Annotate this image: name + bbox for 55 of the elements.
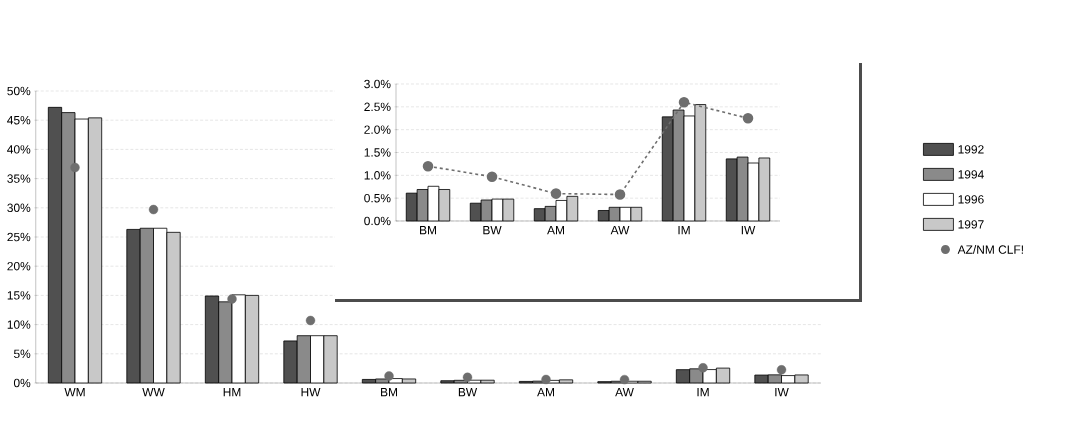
legend-label: 1992 bbox=[958, 145, 984, 154]
y-tick-label: 2.0% bbox=[364, 125, 391, 134]
x-tick-label: AM bbox=[537, 388, 554, 397]
y-tick-label: 0.0% bbox=[364, 216, 391, 226]
x-tick-label: IM bbox=[678, 226, 690, 235]
point bbox=[698, 363, 708, 373]
point bbox=[678, 96, 690, 108]
x-tick-label: BW bbox=[483, 226, 502, 235]
y-tick-label: 0% bbox=[13, 378, 31, 388]
point bbox=[70, 162, 80, 173]
point bbox=[422, 160, 434, 172]
point bbox=[384, 371, 394, 381]
x-tick-label: WW bbox=[142, 388, 165, 397]
x-tick-label: AW bbox=[615, 388, 634, 397]
y-tick-label: 15% bbox=[7, 291, 31, 300]
point bbox=[227, 294, 237, 304]
point bbox=[614, 189, 626, 200]
point bbox=[742, 112, 754, 124]
x-tick-label: HM bbox=[223, 388, 241, 397]
x-tick-label: AW bbox=[610, 226, 630, 235]
y-tick-label: 50% bbox=[7, 86, 31, 96]
y-tick-label: 25% bbox=[7, 232, 31, 242]
x-tick-label: BM bbox=[420, 226, 436, 235]
y-tick-label: 40% bbox=[7, 145, 31, 154]
legend-label: 1996 bbox=[958, 195, 984, 204]
y-tick-label: 45% bbox=[7, 115, 31, 125]
point bbox=[462, 372, 473, 383]
point bbox=[550, 188, 562, 199]
y-tick-label: 20% bbox=[7, 261, 31, 271]
point bbox=[148, 204, 159, 215]
legend-label: AZ/NM CLF! bbox=[957, 245, 1023, 254]
x-tick-label: AM bbox=[547, 226, 564, 235]
legend-label: 1997 bbox=[958, 220, 984, 229]
x-tick-label: WM bbox=[64, 388, 85, 397]
point bbox=[619, 374, 630, 385]
y-tick-label: 0.5% bbox=[364, 193, 391, 203]
y-tick-label: 10% bbox=[7, 320, 31, 329]
point bbox=[776, 365, 787, 375]
point bbox=[305, 315, 316, 326]
y-tick-label: 1.5% bbox=[364, 148, 391, 157]
legend-label: 1994 bbox=[958, 170, 984, 179]
x-tick-label: HW bbox=[301, 388, 321, 397]
x-tick-label: IM bbox=[697, 388, 709, 397]
y-tick-label: 5% bbox=[13, 349, 31, 358]
y-tick-label: 2.5% bbox=[364, 102, 391, 112]
y-tick-label: 1.0% bbox=[364, 171, 391, 180]
x-tick-label: IW bbox=[741, 226, 756, 235]
y-tick-label: 3.0% bbox=[364, 79, 391, 89]
x-tick-label: IW bbox=[775, 388, 789, 397]
x-tick-label: BW bbox=[458, 388, 478, 397]
y-tick-label: 35% bbox=[7, 174, 31, 183]
y-tick-label: 30% bbox=[7, 203, 31, 213]
point bbox=[486, 171, 498, 182]
x-tick-label: BM bbox=[381, 388, 397, 397]
point bbox=[541, 374, 551, 385]
